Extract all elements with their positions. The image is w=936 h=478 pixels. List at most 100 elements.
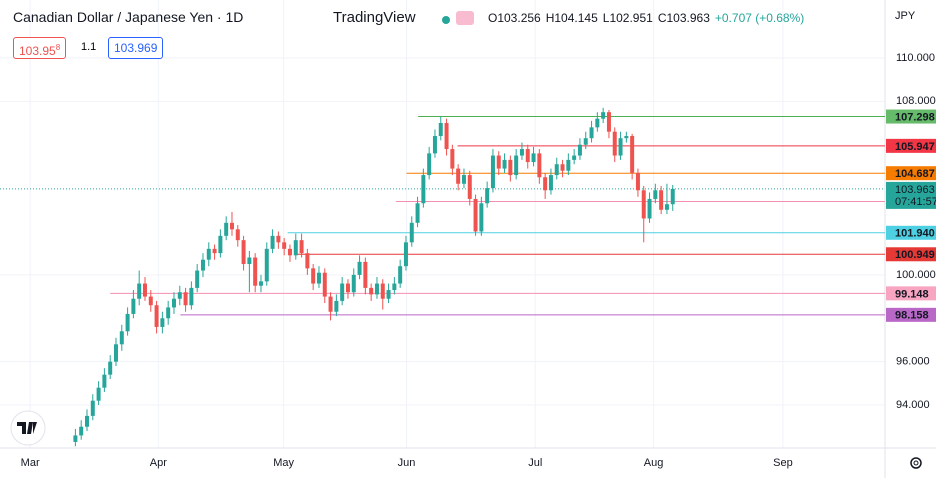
- candle-body: [525, 149, 530, 163]
- candle-body: [403, 242, 408, 267]
- level-price-label: 105.947: [895, 141, 935, 153]
- candle-body: [415, 203, 420, 223]
- y-tick-label: 110.000: [896, 52, 935, 64]
- candle-body: [421, 175, 426, 204]
- candle-body: [432, 136, 437, 154]
- candle-body: [322, 272, 327, 297]
- x-tick-label: Jun: [398, 457, 416, 469]
- candle-body: [293, 240, 298, 256]
- y-tick-label: 96.000: [896, 356, 930, 368]
- candle-body: [183, 292, 188, 306]
- candle-body: [467, 175, 472, 199]
- candle-body: [247, 257, 252, 265]
- candle-body: [461, 175, 466, 184]
- candle-body: [490, 155, 495, 189]
- candle-body: [241, 240, 246, 265]
- candle-body: [235, 229, 240, 241]
- settings-icon[interactable]: [910, 457, 922, 469]
- candle-body: [102, 374, 107, 388]
- ohlc-legend: O103.256 H104.145 L102.951 C103.963 +0.707 (…: [488, 11, 809, 25]
- candle-body: [601, 112, 606, 119]
- candle-body: [398, 266, 403, 284]
- y-tick-label: 100.000: [896, 269, 936, 281]
- level-price-tag: [886, 247, 936, 262]
- candle-body: [508, 159, 513, 176]
- candle-body: [119, 331, 124, 345]
- candle-body: [647, 198, 652, 219]
- candle-body: [641, 190, 646, 219]
- candle-body: [148, 296, 153, 306]
- candle-body: [670, 188, 675, 205]
- candle-body: [456, 168, 461, 184]
- candle-body: [351, 274, 356, 293]
- candle-body: [664, 204, 669, 210]
- candle-body: [108, 361, 113, 375]
- candle-body: [334, 300, 339, 312]
- candle-body: [572, 155, 577, 160]
- candle-body: [270, 235, 275, 249]
- candle-body: [554, 164, 559, 176]
- ohlc-value: +0.707 (+0.68%): [714, 11, 805, 25]
- candle-body: [595, 118, 600, 128]
- candle-body: [195, 270, 200, 288]
- current-price-label: 103.963: [895, 184, 935, 196]
- sell-button[interactable]: 103.958: [13, 37, 67, 59]
- candle-body: [374, 283, 379, 295]
- candle-body: [154, 305, 159, 327]
- candle-body: [316, 272, 321, 284]
- candle-body: [577, 144, 582, 156]
- candle-body: [90, 400, 95, 416]
- status-icons[interactable]: [438, 11, 478, 27]
- buy-button[interactable]: 103.969: [108, 37, 164, 59]
- candle-body: [444, 123, 449, 150]
- candle-body: [224, 222, 229, 236]
- candle-body: [189, 287, 194, 306]
- candle-body: [566, 159, 571, 171]
- candle-body: [142, 283, 147, 297]
- candle-body: [548, 175, 553, 191]
- candle-body: [612, 131, 617, 156]
- level-price-tag: [886, 307, 936, 322]
- sell-price: 103.95: [19, 44, 56, 58]
- candle-body: [653, 190, 658, 199]
- candle-body: [345, 283, 350, 293]
- candle-body: [131, 298, 136, 314]
- candle-body: [635, 172, 640, 191]
- candle-body: [206, 248, 211, 260]
- candle-body: [177, 292, 182, 299]
- y-tick-label: 108.000: [896, 95, 936, 107]
- candle-body: [340, 283, 345, 301]
- candle-body: [276, 235, 281, 243]
- candle-body: [258, 281, 263, 286]
- candle-body: [299, 240, 304, 254]
- candle-body: [84, 415, 89, 427]
- candle-body: [618, 138, 623, 156]
- level-price-label: 99.148: [895, 288, 929, 300]
- candle-body: [125, 313, 130, 332]
- candle-body: [624, 136, 629, 139]
- sell-pip: 8: [55, 43, 61, 52]
- candle-body: [606, 112, 611, 132]
- candle-body: [427, 153, 432, 176]
- candle-body: [543, 177, 548, 191]
- spread: 1.1: [76, 37, 102, 57]
- candle-body: [160, 318, 165, 327]
- candle-body: [96, 387, 101, 401]
- candle-body: [392, 283, 397, 291]
- candle-body: [253, 257, 258, 286]
- level-price-tag: [886, 109, 936, 124]
- x-tick-label: Apr: [150, 457, 167, 469]
- candle-body: [357, 261, 362, 275]
- candle-body: [485, 188, 490, 204]
- level-price-label: 98.158: [895, 310, 929, 322]
- level-price-label: 100.949: [895, 249, 935, 261]
- candle-body: [264, 248, 269, 282]
- level-price-label: 104.687: [895, 168, 935, 180]
- candle-body: [386, 290, 391, 299]
- candle-body: [200, 259, 205, 271]
- candle-body: [450, 149, 455, 169]
- brand: TradingView: [333, 9, 416, 26]
- candle-body: [473, 198, 478, 232]
